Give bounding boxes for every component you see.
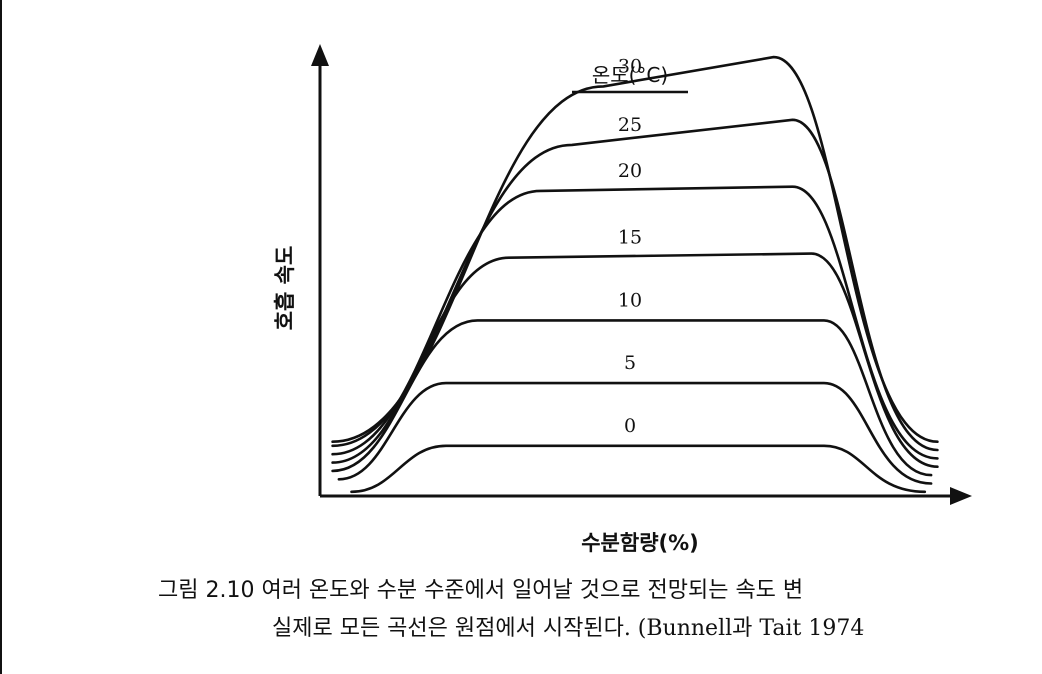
curve-15c (331, 252, 939, 468)
curve-30c (331, 55, 939, 443)
x-axis-arrow (950, 487, 972, 505)
curve-label-15: 15 (618, 227, 642, 249)
legend-title: 온도(°C) (592, 63, 668, 87)
curve-5c (337, 381, 933, 485)
curve-10c (331, 319, 933, 477)
temperature-curves (331, 55, 939, 494)
curve-labels: 0 5 10 15 20 25 30 (618, 55, 642, 436)
curve-label-30: 30 (618, 55, 642, 77)
curve-label-20: 20 (618, 160, 642, 182)
y-axis-label: 호흡 속도 (273, 246, 297, 331)
curve-label-10: 10 (618, 289, 642, 311)
x-axis-label: 수분함량(%) (581, 531, 699, 555)
chart-axes (311, 44, 972, 505)
curve-label-25: 25 (618, 114, 642, 136)
curve-label-5: 5 (624, 352, 636, 374)
caption-line-1: 그림 2.10 여러 온도와 수분 수준에서 일어날 것으로 전망되는 속도 변 (158, 578, 804, 603)
legend: 온도(°C) (572, 63, 688, 94)
left-border-line (0, 0, 2, 674)
y-axis-arrow (311, 44, 329, 66)
caption-line-2: 실제로 모든 곡선은 원점에서 시작된다. (Bunnell과 Tait 197… (272, 616, 865, 641)
curve-label-0: 0 (624, 415, 636, 437)
curve-0c (350, 444, 927, 494)
